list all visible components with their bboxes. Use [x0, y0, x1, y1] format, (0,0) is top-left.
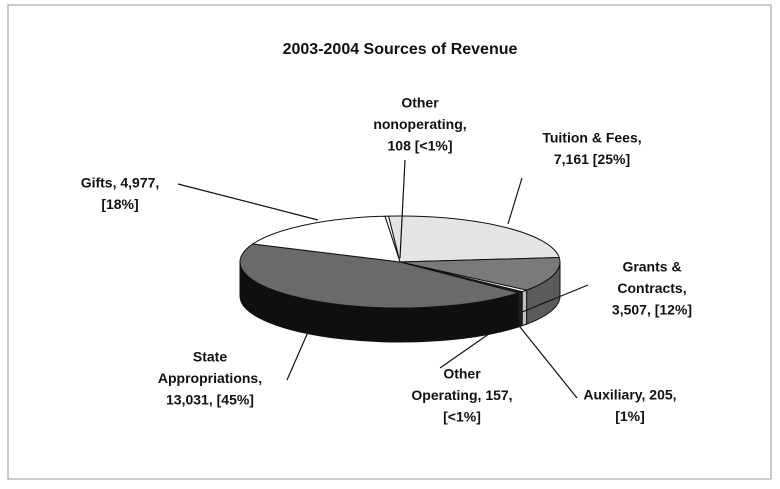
pie-slice — [388, 215, 560, 263]
data-label: [<1%] — [443, 409, 481, 425]
leader-line — [515, 321, 578, 399]
leader-line — [439, 321, 507, 369]
pie-slice — [251, 215, 401, 263]
pie-side — [521, 289, 528, 327]
leader-line — [521, 284, 589, 313]
data-label: Auxiliary, 205, — [583, 387, 676, 403]
leader-line — [286, 331, 309, 381]
leader-line — [399, 159, 406, 259]
leader-line — [507, 177, 523, 225]
data-label: [18%] — [101, 196, 138, 212]
pie-slice — [399, 256, 561, 291]
data-label: [1%] — [615, 408, 645, 424]
data-label: Tuition & Fees, — [542, 130, 641, 146]
data-label: Grants & — [622, 259, 681, 275]
data-label: Contracts, — [617, 280, 686, 296]
data-label: 7,161 [25%] — [554, 151, 630, 167]
data-label: nonoperating, — [373, 116, 466, 132]
data-label: Other — [443, 366, 481, 382]
data-label: 108 [<1%] — [388, 138, 453, 154]
leader-line — [177, 183, 319, 221]
data-label: Appropriations, — [158, 370, 262, 386]
data-label: Operating, 157, — [411, 387, 512, 403]
chart-title: 2003-2004 Sources of Revenue — [283, 41, 518, 58]
data-label: 13,031, [45%] — [166, 392, 254, 408]
data-label: State — [193, 349, 227, 365]
data-label: Other — [401, 95, 439, 111]
data-label: 3,507, [12%] — [612, 302, 692, 318]
pie-slice — [239, 243, 521, 309]
data-label: Gifts, 4,977, — [81, 175, 160, 191]
pie-side — [518, 291, 523, 328]
